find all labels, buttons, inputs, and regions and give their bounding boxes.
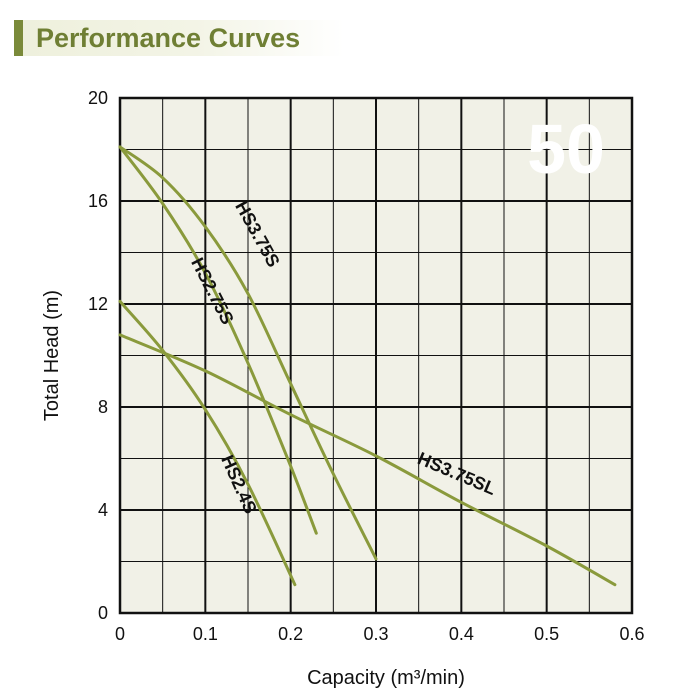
y-tick-label: 8 (98, 397, 108, 417)
curve-hs3-75s (118, 145, 378, 561)
badge-value: 50 (527, 110, 605, 188)
x-tick-label: 0.2 (278, 624, 303, 644)
curve-hs2-75s (118, 145, 318, 535)
y-axis-label: Total Head (m) (41, 290, 63, 421)
frequency-badge: 50 Hz (527, 110, 605, 188)
x-tick-label: 0.1 (193, 624, 218, 644)
x-tick-label: 0 (115, 624, 125, 644)
page-title: Performance Curves (36, 23, 301, 53)
y-tick-label: 20 (88, 88, 108, 108)
y-tick-label: 16 (88, 191, 108, 211)
y-tick-label: 12 (88, 294, 108, 314)
curve-hs2-4s (118, 299, 297, 587)
x-tick-labels: 0 0.1 0.2 0.3 0.4 0.5 0.6 (115, 624, 645, 644)
x-tick-label: 0.6 (619, 624, 644, 644)
header-accent-bar (14, 20, 23, 56)
x-tick-label: 0.3 (363, 624, 388, 644)
y-tick-label: 0 (98, 603, 108, 623)
curve-hs3-75sl (118, 333, 617, 587)
y-tick-label: 4 (98, 500, 108, 520)
grid (120, 98, 632, 613)
y-tick-labels: 0 4 8 12 16 20 (88, 88, 108, 623)
plot-frame (118, 96, 634, 615)
x-axis-label: Capacity (m³/min) (307, 667, 465, 689)
x-tick-label: 0.4 (449, 624, 474, 644)
curves (118, 145, 617, 587)
x-tick-label: 0.5 (534, 624, 559, 644)
header-background (14, 20, 344, 56)
